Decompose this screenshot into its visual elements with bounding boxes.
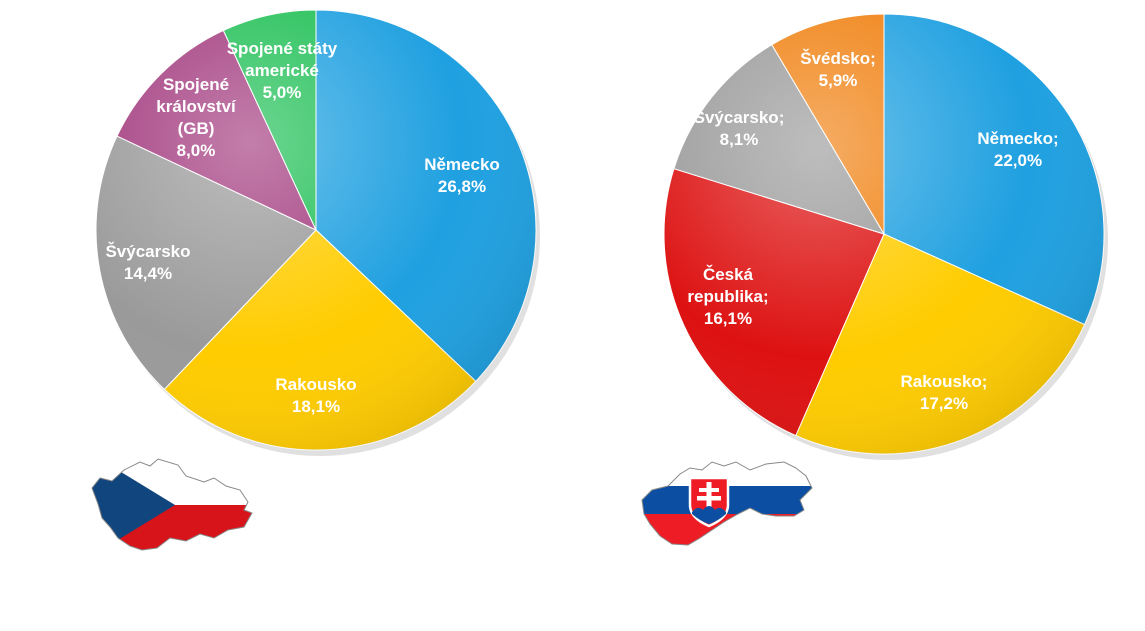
left-pie-label-spojene-staty-americke: Spojené státy americké 5,0% <box>227 39 338 102</box>
right-pie-label-ceska-republika: Česká republika; 16,1% <box>687 265 768 328</box>
left-pie-label-nemecko: Německo 26,8% <box>424 155 500 196</box>
slovak-flag-map-icon <box>641 461 813 546</box>
pie-chart-left: Německo 26,8% Rakousko 18,1% Švýcarsko 14,4% S… <box>95 9 540 456</box>
pie-chart-right: Německo; 22,0% Rakousko; 17,2% Česká republik… <box>663 13 1108 460</box>
left-pie-label-spojene-kralovstvi-gb: Spojené království (GB) 8,0% <box>156 75 237 160</box>
slovak-coat-of-arms-icon <box>688 476 730 528</box>
left-pie-label-svycarsko: Švýcarsko 14,4% <box>105 242 190 283</box>
right-pie-label-svedsko: Švédsko; 5,9% <box>800 49 876 90</box>
right-pie-label-svycarsko: Švýcarsko; 8,1% <box>694 108 785 149</box>
left-pie-label-rakousko: Rakousko 18,1% <box>275 375 356 416</box>
right-pie-label-nemecko: Německo; 22,0% <box>977 129 1058 170</box>
right-pie-label-rakousko: Rakousko; 17,2% <box>901 372 988 413</box>
czech-flag-map-icon <box>91 458 253 551</box>
